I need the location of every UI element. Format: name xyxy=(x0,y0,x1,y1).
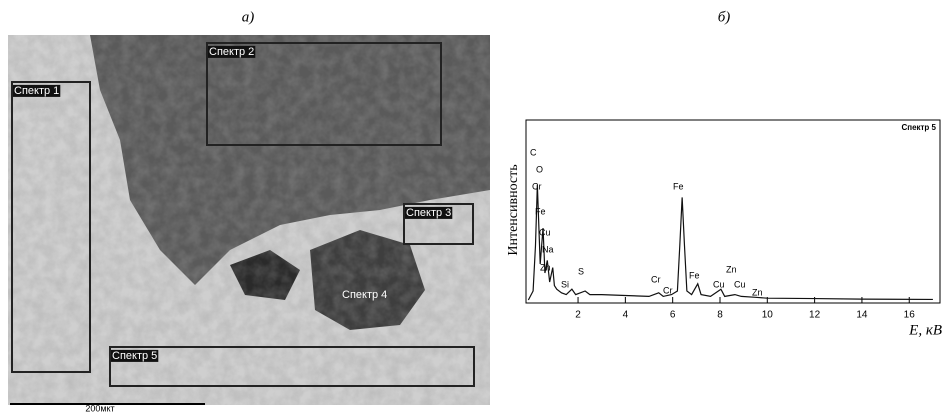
x-tick-label: 12 xyxy=(809,310,821,321)
x-tick-label: 16 xyxy=(904,310,916,321)
peak-label: Fe xyxy=(535,206,546,216)
x-tick-label: 2 xyxy=(575,310,581,321)
peak-label: C xyxy=(530,147,537,157)
peak-label: Fe xyxy=(673,181,684,191)
peak-label: Cu xyxy=(713,279,725,289)
panel-label: a) xyxy=(242,9,255,25)
peak-label: Cr xyxy=(651,274,661,284)
peak-label: Zn xyxy=(726,264,737,274)
peak-label: Fe xyxy=(689,270,700,280)
x-tick-label: 6 xyxy=(670,310,676,321)
peak-label: Cu xyxy=(539,227,551,237)
x-tick-label: 10 xyxy=(762,310,774,321)
peak-label: Si xyxy=(561,279,569,289)
plot-frame xyxy=(526,120,940,303)
y-axis-label: Интенсивность xyxy=(506,164,521,255)
sem-image xyxy=(8,35,490,405)
region-label: Спектр 2 xyxy=(209,46,254,58)
x-axis-label: E, кВ xyxy=(908,322,942,338)
region-label: Спектр 1 xyxy=(14,85,59,97)
peak-label: Cr xyxy=(663,285,673,295)
x-tick-label: 14 xyxy=(856,310,868,321)
region-label: Спектр 3 xyxy=(406,207,451,219)
peak-label: Na xyxy=(542,244,554,254)
peak-label: O xyxy=(536,164,543,174)
spectrum-line xyxy=(528,185,933,300)
peak-label: Zn xyxy=(752,287,763,297)
panel-label: б) xyxy=(718,9,731,25)
region-label: Спектр 5 xyxy=(112,350,157,362)
x-tick-label: 8 xyxy=(717,310,723,321)
chart-title: Спектр 5 xyxy=(901,123,936,132)
figure: a) Спектр 1 Спектр 2 Спектр 3 Спектр 4 Спект… xyxy=(0,0,946,413)
peak-label: Cr xyxy=(532,181,542,191)
peak-label: S xyxy=(578,266,584,276)
region-label: Спектр 4 xyxy=(342,289,387,301)
peak-label: Zn xyxy=(540,262,551,272)
peak-label: Cu xyxy=(734,279,746,289)
scale-bar-label: 200мкт xyxy=(85,403,114,413)
x-tick-label: 4 xyxy=(623,310,629,321)
